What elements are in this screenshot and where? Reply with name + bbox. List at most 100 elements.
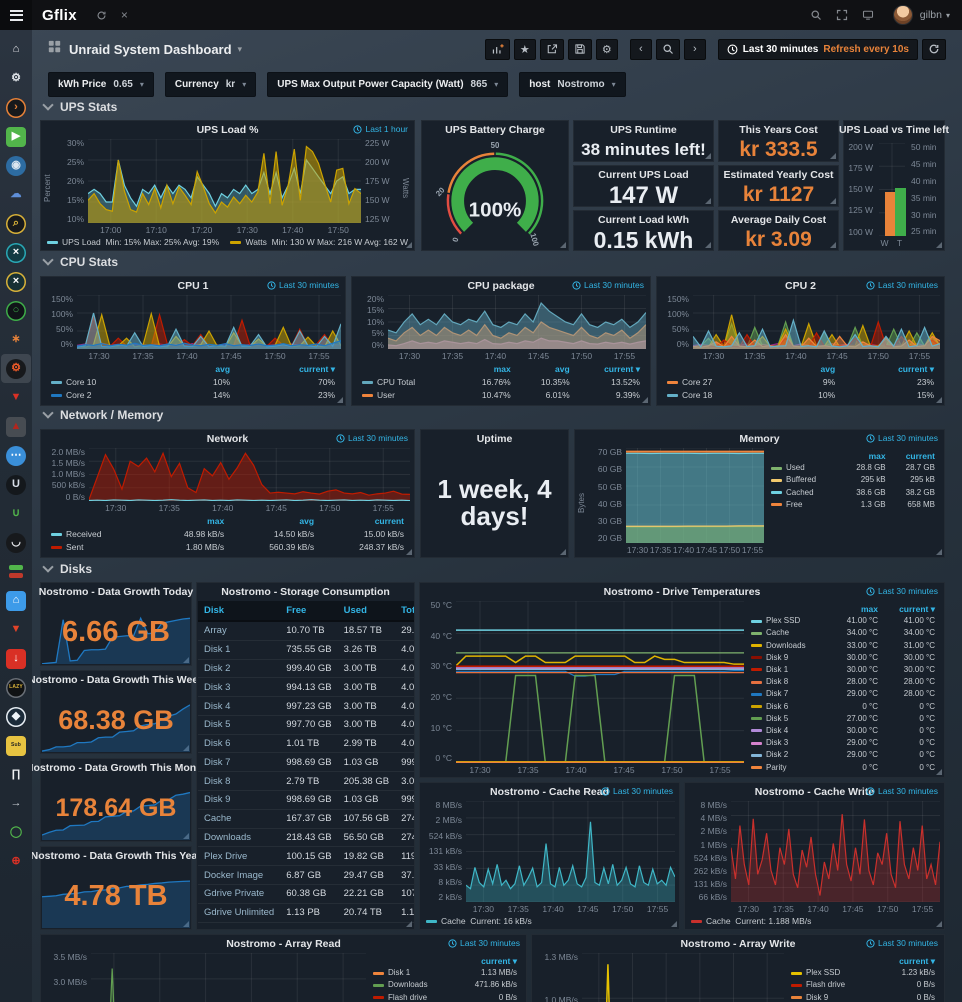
panel-title[interactable]: Current Load kWh (598, 214, 689, 226)
section-ups-stats[interactable]: UPS Stats (42, 99, 117, 114)
panel-title[interactable]: Nostromo - Array Write (680, 938, 796, 950)
tab-refresh-icon[interactable] (96, 10, 107, 21)
panel-title[interactable]: Nostromo - Drive Temperatures (603, 586, 761, 598)
dashboard-grid-icon[interactable] (48, 40, 61, 58)
sidebar-app-toggles-icon[interactable] (1, 557, 31, 586)
legend-series-parity[interactable]: Parity (748, 762, 830, 774)
legend-series-disk-2[interactable]: Disk 2 (748, 749, 830, 761)
add-panel-button[interactable] (484, 38, 510, 60)
panel-time-range[interactable]: Last 30 minutes (866, 786, 938, 796)
sidebar-app-green-ring-icon[interactable]: ○ (1, 296, 31, 325)
panel-title[interactable]: Memory (739, 433, 780, 445)
panel-time-range[interactable]: Last 30 minutes (267, 280, 339, 290)
legend-series-cache[interactable]: Cache Current: 1.188 MB/s (691, 916, 811, 926)
panel-title[interactable]: Nostromo - Data Growth This Year (30, 850, 202, 862)
legend-series-plex-ssd[interactable]: Plex SSD (748, 615, 830, 627)
panel-title[interactable]: UPS Load % (196, 124, 259, 136)
legend-series-flash-drive[interactable]: Flash drive (370, 992, 453, 1002)
sidebar-settings-icon[interactable]: ⚙ (1, 64, 31, 93)
legend-series-flash-drive[interactable]: Flash drive (788, 979, 876, 991)
legend-series-watts[interactable]: Watts Min: 130 W Max: 216 W Avg: 162 W (230, 237, 408, 247)
save-button[interactable] (567, 38, 592, 60)
table-col-disk[interactable]: Disk (198, 601, 281, 622)
panel-time-range[interactable]: Last 1 hour (353, 124, 408, 134)
legend-col-current[interactable]: current ▾ (899, 604, 935, 614)
legend-col-current[interactable]: current ▾ (481, 956, 517, 966)
legend-series-free[interactable]: Free (768, 499, 839, 511)
legend-series-disk-4[interactable]: Disk 4 (748, 725, 830, 737)
panel-time-range[interactable]: Last 30 minutes (572, 280, 644, 290)
legend-col-current[interactable]: current (905, 451, 935, 461)
sidebar-app-bowl-icon[interactable]: ◡ (1, 528, 31, 557)
legend-series-disk-8[interactable]: Disk 8 (748, 676, 830, 688)
sidebar-app-lazy-icon[interactable]: LAZY (1, 673, 31, 702)
legend-series-core-10[interactable]: Core 10 (47, 376, 174, 389)
sidebar-app-green-u-icon[interactable]: ∪ (1, 499, 31, 528)
panel-title[interactable]: UPS Battery Charge (445, 124, 545, 136)
dashboard-title-caret-icon[interactable]: ▾ (237, 43, 243, 54)
fullscreen-icon[interactable] (836, 9, 848, 21)
panel-time-range[interactable]: Last 30 minutes (336, 433, 408, 443)
legend-series-disk-1[interactable]: Disk 1 (370, 967, 453, 979)
legend-series-cpu-total[interactable]: CPU Total (358, 376, 456, 389)
time-forward-button[interactable]: › (683, 38, 706, 60)
table-col-free[interactable]: Free (280, 601, 338, 622)
legend-col-avg[interactable]: avg (555, 364, 570, 374)
sidebar-app-blue-dots-icon[interactable]: ⋯ (1, 441, 31, 470)
legend-series-disk-5[interactable]: Disk 5 (748, 713, 830, 725)
variable-currency[interactable]: Currency kr ▾ (164, 72, 257, 97)
legend-col-avg[interactable]: avg (820, 364, 836, 374)
sidebar-grafana-icon[interactable]: ⚙ (1, 354, 31, 383)
user-menu[interactable]: gilbn (919, 9, 942, 21)
panel-title[interactable]: CPU 1 (177, 280, 209, 292)
panel-title[interactable]: Network (206, 433, 249, 445)
star-button[interactable]: ★ (513, 38, 536, 60)
table-col-used[interactable]: Used (337, 601, 396, 622)
legend-series-used[interactable]: Used (768, 462, 839, 474)
sidebar-home-assistant-icon[interactable]: ⌂ (1, 586, 31, 615)
legend-col-avg[interactable]: avg (215, 364, 231, 374)
legend-series-downloads[interactable]: Downloads (748, 640, 830, 652)
legend-series-cache[interactable]: Cache (748, 627, 830, 639)
panel-title[interactable]: Nostromo - Data Growth Today (38, 586, 194, 598)
display-icon[interactable] (862, 9, 874, 21)
sidebar-app-sub-icon[interactable]: Sub (1, 731, 31, 760)
panel-title[interactable]: Nostromo - Storage Consumption (221, 586, 390, 598)
tab-close-icon[interactable]: × (120, 8, 128, 22)
legend-series-cache[interactable]: Cache Current: 16 kB/s (426, 916, 532, 926)
legend-series-disk-7[interactable]: Disk 7 (748, 688, 830, 700)
panel-title[interactable]: Average Daily Cost (730, 214, 827, 226)
panel-title[interactable]: Current UPS Load (598, 169, 689, 181)
variable-host[interactable]: host Nostromo ▾ (519, 72, 626, 97)
sidebar-app-green-play-icon[interactable]: ▶ (1, 122, 31, 151)
bar-t[interactable] (894, 187, 906, 236)
sidebar-gitlab-icon[interactable]: ▼ (1, 615, 31, 644)
table-col-total[interactable]: Total (395, 601, 414, 622)
legend-col-max[interactable]: max (207, 516, 225, 526)
sidebar-app-orange-chevron-icon[interactable]: › (1, 93, 31, 122)
dashboard-title[interactable]: Unraid System Dashboard (69, 41, 232, 57)
legend-col-current[interactable]: current ▾ (604, 364, 640, 374)
section-disks[interactable]: Disks (42, 561, 92, 576)
panel-time-range[interactable]: Last 30 minutes (866, 938, 938, 948)
sidebar-app-x-gold-icon[interactable]: × (1, 267, 31, 296)
section-network-memory[interactable]: Network / Memory (42, 407, 163, 422)
menu-toggle-icon[interactable] (0, 0, 32, 30)
legend-series-core-2[interactable]: Core 2 (47, 389, 174, 402)
sidebar-help-icon[interactable]: ⊕ (1, 847, 31, 876)
sidebar-app-node-graph-icon[interactable]: ∗ (1, 325, 31, 354)
avatar[interactable] (892, 5, 913, 25)
legend-series-disk-6[interactable]: Disk 6 (748, 701, 830, 713)
sidebar-ubiquiti-icon[interactable]: U (1, 470, 31, 499)
sidebar-home-icon[interactable]: ⌂ (1, 35, 31, 64)
panel-title[interactable]: CPU package (467, 280, 535, 292)
legend-series-cached[interactable]: Cached (768, 487, 839, 499)
panel-time-range[interactable]: Last 30 minutes (866, 586, 938, 596)
panel-title[interactable]: UPS Runtime (610, 124, 677, 136)
time-range-button[interactable]: Last 30 minutes Refresh every 10s (717, 38, 918, 60)
legend-series-core-27[interactable]: Core 27 (663, 376, 783, 389)
legend-col-current[interactable]: current (374, 516, 404, 526)
legend-col-max[interactable]: max (860, 604, 878, 614)
legend-series-core-18[interactable]: Core 18 (663, 389, 783, 402)
panel-title[interactable]: Nostromo - Cache Write (754, 786, 875, 798)
